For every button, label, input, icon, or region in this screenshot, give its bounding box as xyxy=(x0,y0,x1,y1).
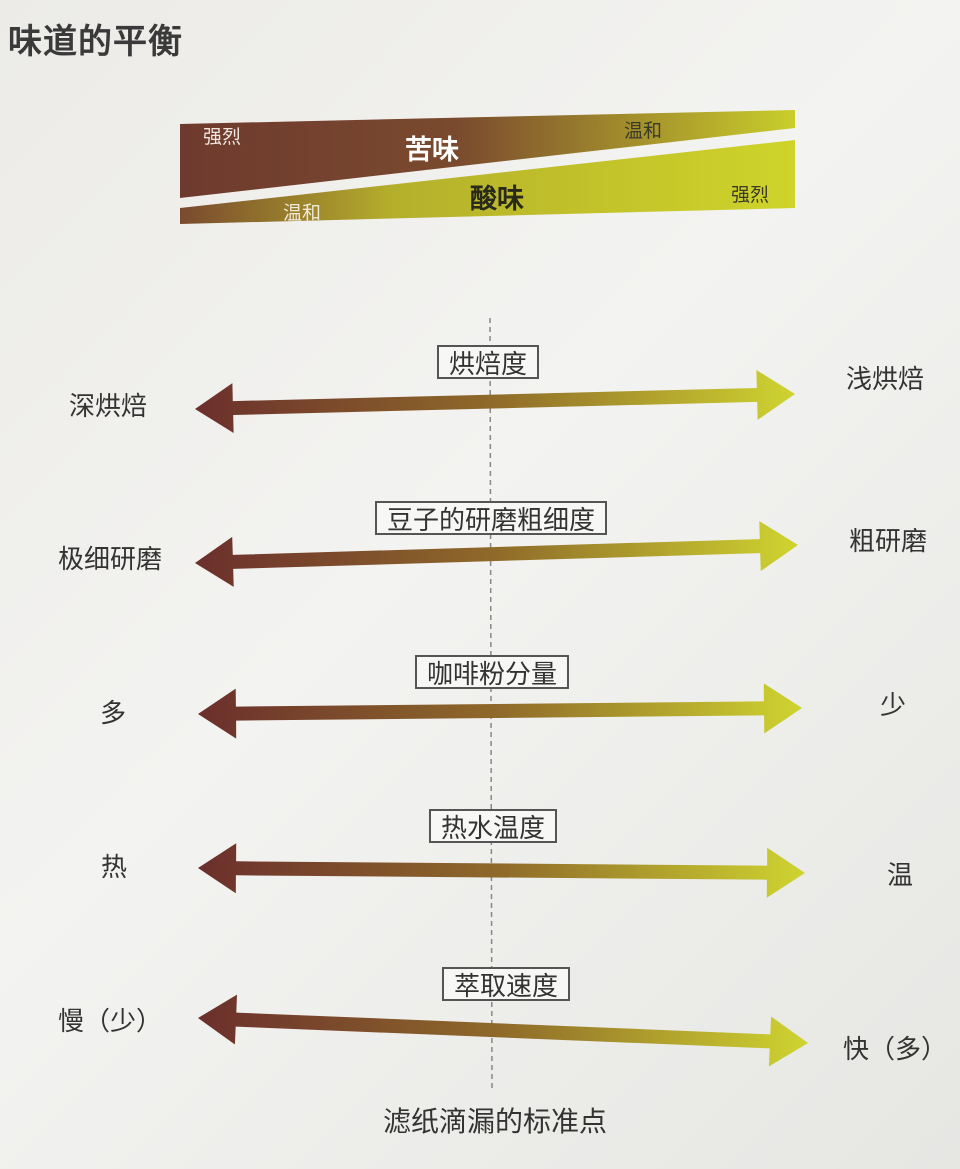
reference-dashed-line xyxy=(489,317,493,1091)
arrow-grind xyxy=(195,521,798,587)
arrow-roast xyxy=(195,370,795,433)
axis-dose-right-label: 少 xyxy=(879,691,907,721)
axis-roast-right-label: 浅烘焙 xyxy=(845,365,925,395)
axis-extraction-speed-left-label: 慢（少） xyxy=(57,1007,163,1037)
sour-band xyxy=(180,140,795,224)
axis-extraction-speed-right-label: 快（多） xyxy=(842,1035,948,1065)
bitter-right-intensity: 温和 xyxy=(624,120,663,142)
bitter-band xyxy=(180,110,795,198)
axis-grind-title: 豆子的研磨粗细度 xyxy=(374,501,608,536)
page-title: 味道的平衡 xyxy=(8,22,183,62)
axis-temperature-left-label: 热 xyxy=(100,853,128,883)
axis-temperature-right-label: 温 xyxy=(886,861,914,891)
sour-right-intensity: 强烈 xyxy=(731,184,770,206)
axis-dose-title: 咖啡粉分量 xyxy=(414,655,570,690)
sour-left-intensity: 温和 xyxy=(283,202,322,224)
axis-grind-right-label: 粗研磨 xyxy=(848,527,928,557)
axis-extraction-speed-title: 萃取速度 xyxy=(441,967,571,1002)
axis-temperature-title: 热水温度 xyxy=(428,809,558,844)
bitter-left-intensity: 强烈 xyxy=(203,126,242,148)
reference-point-label: 滤纸滴漏的标准点 xyxy=(382,1105,608,1138)
axis-roast-title: 烘焙度 xyxy=(436,345,540,380)
axis-roast-left-label: 深烘焙 xyxy=(68,392,148,422)
arrow-extraction-speed xyxy=(198,994,808,1067)
arrow-temperature xyxy=(198,843,805,898)
axis-dose-left-label: 多 xyxy=(99,699,127,729)
sour-label: 酸味 xyxy=(470,184,524,215)
arrow-dose xyxy=(198,683,802,739)
bitter-label: 苦味 xyxy=(405,135,459,166)
axis-grind-left-label: 极细研磨 xyxy=(57,545,163,575)
